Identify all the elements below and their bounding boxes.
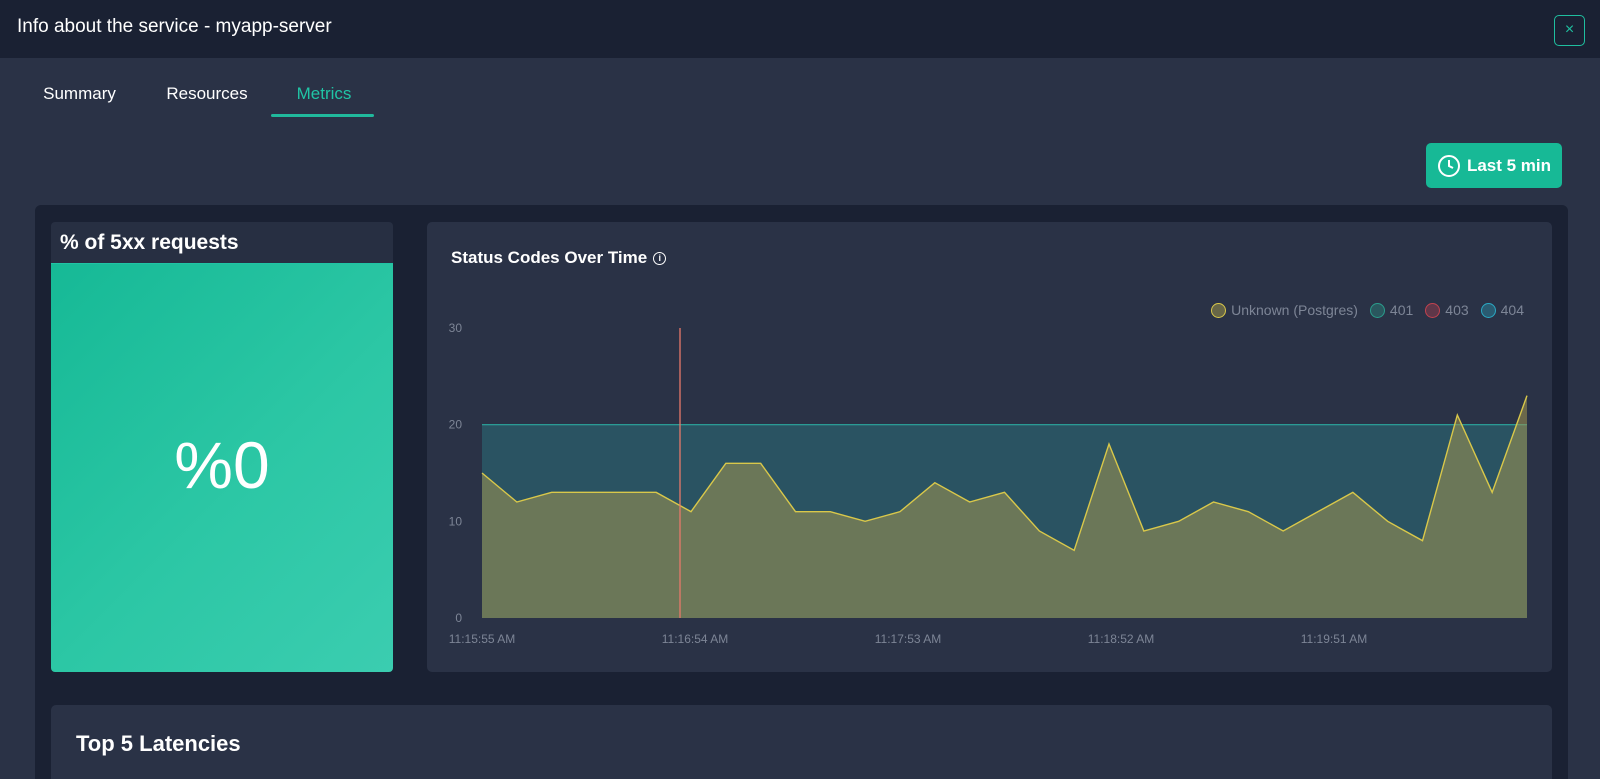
legend-dot-unknown bbox=[1211, 302, 1227, 318]
x-tick-label: 11:15:55 AM bbox=[449, 632, 516, 646]
legend-item-403[interactable]: 403 bbox=[1425, 302, 1469, 318]
x-tick-label: 11:18:52 AM bbox=[1088, 632, 1155, 646]
top-latencies-card: Top 5 Latencies bbox=[51, 705, 1552, 779]
clock-icon bbox=[1437, 154, 1460, 177]
legend-dot-404 bbox=[1480, 302, 1496, 318]
tab-summary[interactable]: Summary bbox=[43, 84, 116, 103]
tab-resources[interactable]: Resources bbox=[166, 84, 248, 103]
info-icon[interactable]: i bbox=[653, 251, 667, 265]
time-range-label: Last 5 min bbox=[1466, 155, 1552, 175]
y-tick-label: 10 bbox=[449, 514, 463, 528]
close-button[interactable]: × bbox=[1554, 15, 1585, 46]
status-codes-chart: 0 10 20 30 11:15:55 AM 11:16:54 AM 11:17:53 AM… bbox=[449, 321, 1528, 646]
window-header: Info about the service - myapp-server × bbox=[0, 0, 1600, 58]
close-icon: × bbox=[1564, 21, 1575, 38]
error-rate-value: %0 bbox=[174, 428, 270, 502]
top-latencies-title: Top 5 Latencies bbox=[76, 731, 241, 756]
series-area-unknown bbox=[482, 395, 1527, 618]
y-tick-label: 30 bbox=[449, 321, 463, 335]
x-tick-label: 11:16:54 AM bbox=[662, 632, 729, 646]
y-tick-label: 20 bbox=[449, 418, 463, 432]
chart-legend: Unknown (Postgres) 401 403 404 bbox=[1211, 302, 1524, 318]
error-rate-card: % of 5xx requests %0 bbox=[51, 222, 393, 672]
chart-title: Status Codes Over Time bbox=[451, 248, 648, 267]
x-tick-label: 11:17:53 AM bbox=[875, 632, 942, 646]
legend-dot-403 bbox=[1425, 302, 1441, 318]
tab-metrics[interactable]: Metrics bbox=[296, 84, 352, 103]
tab-bar: Summary Resources Metrics bbox=[0, 80, 600, 120]
error-rate-title: % of 5xx requests bbox=[51, 222, 393, 264]
legend-item-401[interactable]: 401 bbox=[1369, 302, 1413, 318]
window-title: Info about the service - myapp-server bbox=[17, 16, 332, 37]
status-codes-chart-card: 0 10 20 30 11:15:55 AM 11:16:54 AM 11:17:53 AM… bbox=[427, 222, 1552, 672]
y-tick-label: 0 bbox=[455, 611, 462, 625]
x-tick-label: 11:19:51 AM bbox=[1301, 632, 1368, 646]
legend-dot-401 bbox=[1369, 302, 1385, 318]
active-tab-indicator bbox=[271, 114, 374, 117]
legend-item-unknown[interactable]: Unknown (Postgres) bbox=[1211, 302, 1358, 318]
legend-item-404[interactable]: 404 bbox=[1480, 302, 1524, 318]
time-range-button[interactable]: Last 5 min bbox=[1426, 143, 1562, 188]
series-line-unknown bbox=[481, 395, 1528, 552]
